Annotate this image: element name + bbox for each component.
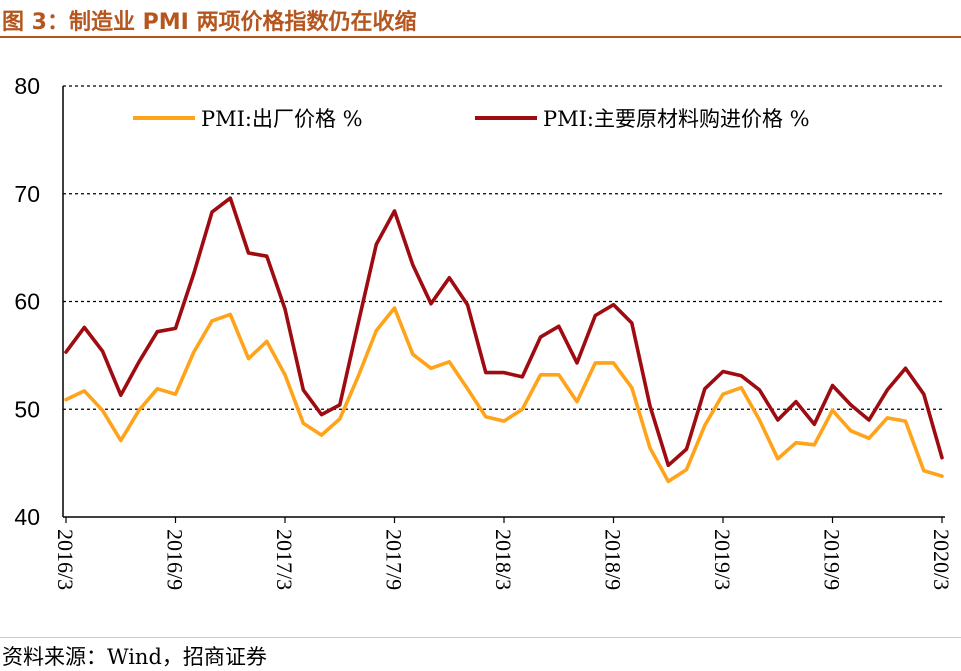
x-tick-label-2017/9: 2017/9 bbox=[382, 529, 407, 590]
legend-label-output-price: PMI:出厂价格 % bbox=[201, 107, 363, 131]
source-note: 资料来源：Wind，招商证券 bbox=[2, 645, 267, 669]
footer-divider bbox=[0, 637, 961, 638]
x-tick-label-2016/9: 2016/9 bbox=[163, 529, 188, 590]
series-lines bbox=[64, 196, 944, 484]
x-tick-labels: 2016/3 2016/9 2017/3 2017/9 2018/3 2018/9 2019… bbox=[53, 529, 954, 590]
figure-title: 图 3：制造业 PMI 两项价格指数仍在收缩 bbox=[2, 10, 417, 35]
x-tick-label-2018/3: 2018/3 bbox=[491, 529, 516, 590]
axes bbox=[62, 86, 945, 523]
x-tick-label-2019/3: 2019/3 bbox=[710, 529, 735, 590]
y-tick-label-80: 80 bbox=[14, 73, 40, 99]
x-tick-label-2020/3: 2020/3 bbox=[929, 529, 954, 590]
legend-label-input-price: PMI:主要原材料购进价格 % bbox=[543, 107, 810, 131]
x-tick-label-2019/9: 2019/9 bbox=[820, 529, 845, 590]
y-tick-label-50: 50 bbox=[14, 396, 40, 422]
series-line-input-price bbox=[64, 196, 944, 468]
series-line-output-price bbox=[64, 306, 944, 484]
gridlines bbox=[63, 85, 945, 410]
y-tick-label-70: 70 bbox=[14, 181, 40, 207]
x-tick-label-2016/3: 2016/3 bbox=[53, 529, 78, 590]
x-tick-label-2018/9: 2018/9 bbox=[601, 529, 626, 590]
title-divider bbox=[0, 36, 961, 38]
legend: PMI:出厂价格 % PMI:主要原材料购进价格 % bbox=[133, 107, 810, 131]
y-tick-label-60: 60 bbox=[14, 289, 40, 315]
y-tick-label-40: 40 bbox=[14, 504, 40, 530]
y-tick-labels: 40 50 60 70 80 bbox=[14, 73, 40, 530]
x-tick-label-2017/3: 2017/3 bbox=[272, 529, 297, 590]
